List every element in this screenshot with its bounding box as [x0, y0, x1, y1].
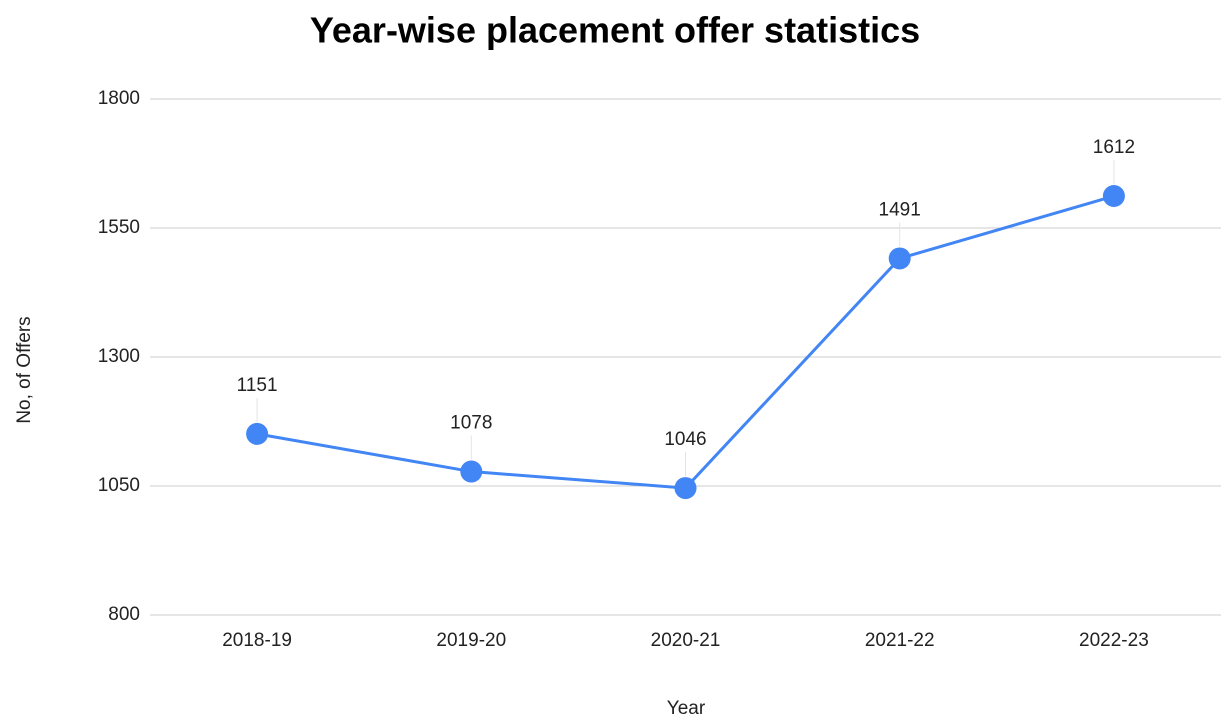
x-tick-label: 2020-21	[651, 630, 721, 651]
chart-title: Year-wise placement offer statistics	[310, 10, 920, 51]
data-label: 1491	[879, 199, 921, 220]
data-label: 1078	[450, 413, 492, 434]
data-point	[1102, 185, 1125, 208]
data-label: 1612	[1093, 137, 1135, 158]
data-point	[888, 247, 911, 270]
y-tick-label: 1550	[98, 217, 140, 238]
x-axis-label: Year	[667, 698, 706, 719]
y-axis-label: No, of Offers	[14, 316, 35, 423]
data-label: 1151	[237, 375, 278, 396]
x-tick-label: 2022-23	[1079, 630, 1149, 651]
y-tick-label: 1300	[98, 346, 140, 367]
data-label: 1046	[664, 429, 706, 450]
x-tick-label: 2021-22	[865, 630, 935, 651]
y-tick-label: 800	[108, 604, 140, 625]
x-tick-label: 2018-19	[222, 630, 292, 651]
x-tick-label: 2019-20	[436, 630, 506, 651]
data-point	[674, 477, 697, 500]
data-point	[246, 422, 269, 445]
y-tick-label: 1800	[98, 88, 140, 109]
y-tick-label: 1050	[98, 475, 140, 496]
data-point	[460, 460, 483, 483]
